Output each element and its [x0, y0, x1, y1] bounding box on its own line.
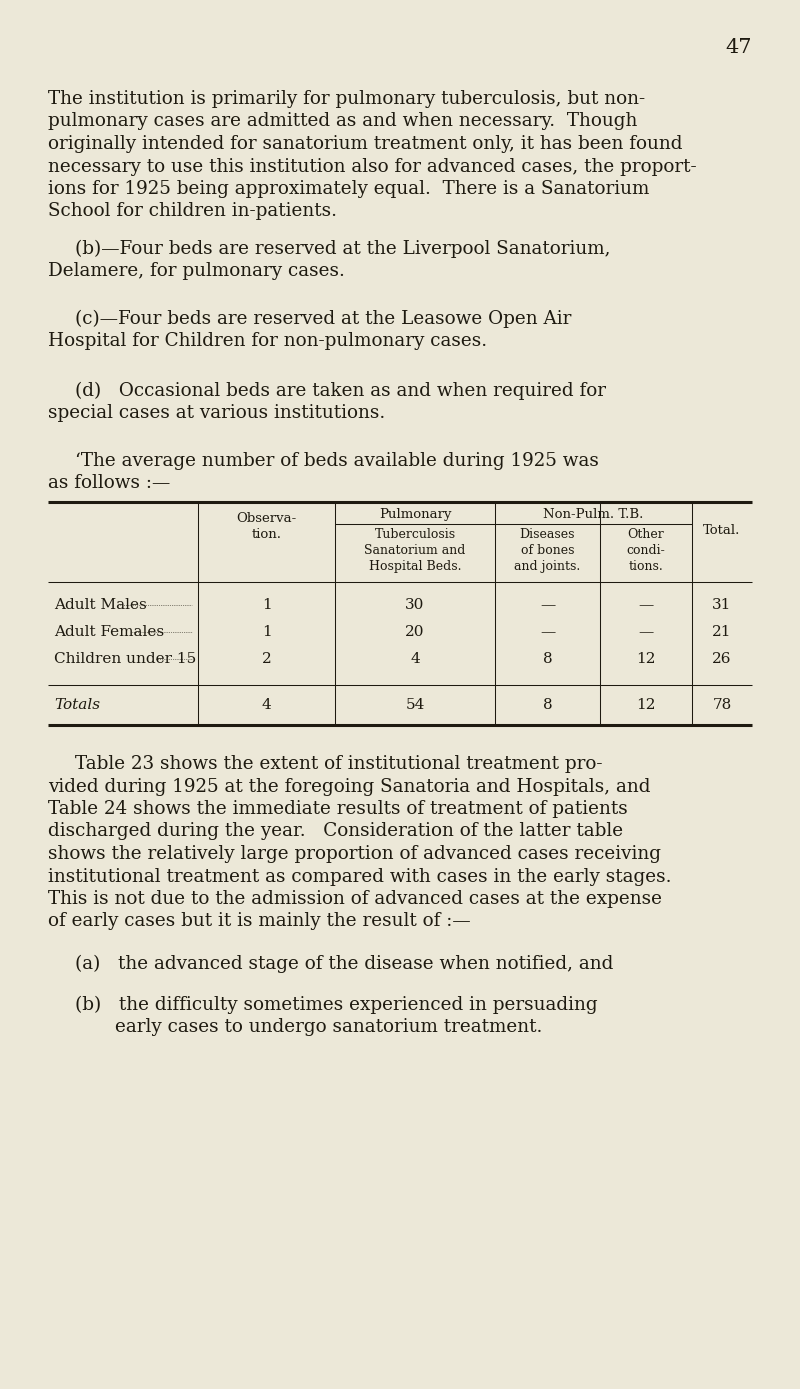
- Text: 78: 78: [712, 699, 732, 713]
- Text: vided during 1925 at the foregoing Sanatoria and Hospitals, and: vided during 1925 at the foregoing Sanat…: [48, 778, 650, 796]
- Text: Other
condi-
tions.: Other condi- tions.: [626, 528, 666, 574]
- Text: Observa-
tion.: Observa- tion.: [236, 513, 297, 542]
- Text: Totals: Totals: [54, 699, 100, 713]
- Text: —: —: [638, 599, 654, 613]
- Text: 20: 20: [406, 625, 425, 639]
- Text: (b)—Four beds are reserved at the Liverpool Sanatorium,: (b)—Four beds are reserved at the Liverp…: [75, 240, 610, 258]
- Text: 54: 54: [406, 699, 425, 713]
- Text: Pulmonary: Pulmonary: [378, 508, 451, 521]
- Text: special cases at various institutions.: special cases at various institutions.: [48, 404, 386, 422]
- Text: Non-Pulm. T.B.: Non-Pulm. T.B.: [543, 508, 644, 521]
- Text: originally intended for sanatorium treatment only, it has been found: originally intended for sanatorium treat…: [48, 135, 682, 153]
- Text: Table 23 shows the extent of institutional treatment pro-: Table 23 shows the extent of institution…: [75, 756, 602, 774]
- Text: 12: 12: [636, 651, 656, 665]
- Text: 12: 12: [636, 699, 656, 713]
- Text: necessary to use this institution also for advanced cases, the proport-: necessary to use this institution also f…: [48, 157, 697, 175]
- Text: (a)   the advanced stage of the disease when notified, and: (a) the advanced stage of the disease wh…: [75, 956, 614, 974]
- Text: institutional treatment as compared with cases in the early stages.: institutional treatment as compared with…: [48, 868, 671, 886]
- Text: 8: 8: [542, 651, 552, 665]
- Text: Hospital for Children for non-pulmonary cases.: Hospital for Children for non-pulmonary …: [48, 332, 487, 350]
- Text: pulmonary cases are admitted as and when necessary.  Though: pulmonary cases are admitted as and when…: [48, 113, 638, 131]
- Text: (b)   the difficulty sometimes experienced in persuading: (b) the difficulty sometimes experienced…: [75, 996, 598, 1014]
- Text: 31: 31: [712, 599, 732, 613]
- Text: Adult Males: Adult Males: [54, 599, 146, 613]
- Text: —: —: [540, 625, 555, 639]
- Text: discharged during the year.   Consideration of the latter table: discharged during the year. Consideratio…: [48, 822, 623, 840]
- Text: 8: 8: [542, 699, 552, 713]
- Text: 4: 4: [262, 699, 271, 713]
- Text: (d)   Occasional beds are taken as and when required for: (d) Occasional beds are taken as and whe…: [75, 382, 606, 400]
- Text: —: —: [638, 625, 654, 639]
- Text: 21: 21: [712, 625, 732, 639]
- Text: as follows :—: as follows :—: [48, 475, 170, 493]
- Text: 1: 1: [262, 625, 271, 639]
- Text: early cases to undergo sanatorium treatment.: early cases to undergo sanatorium treatm…: [115, 1018, 542, 1036]
- Text: of early cases but it is mainly the result of :—: of early cases but it is mainly the resu…: [48, 913, 470, 931]
- Text: The institution is primarily for pulmonary tuberculosis, but non-: The institution is primarily for pulmona…: [48, 90, 645, 108]
- Text: (c)—Four beds are reserved at the Leasowe Open Air: (c)—Four beds are reserved at the Leasow…: [75, 310, 571, 328]
- Text: Children under 15: Children under 15: [54, 651, 196, 665]
- Text: ions for 1925 being approximately equal.  There is a Sanatorium: ions for 1925 being approximately equal.…: [48, 181, 650, 199]
- Text: Adult Females: Adult Females: [54, 625, 164, 639]
- Text: 2: 2: [262, 651, 271, 665]
- Text: School for children in-patients.: School for children in-patients.: [48, 203, 337, 221]
- Text: Diseases
of bones
and joints.: Diseases of bones and joints.: [514, 528, 581, 574]
- Text: Tuberculosis
Sanatorium and
Hospital Beds.: Tuberculosis Sanatorium and Hospital Bed…: [364, 528, 466, 574]
- Text: 26: 26: [712, 651, 732, 665]
- Text: Total.: Total.: [703, 524, 741, 538]
- Text: This is not due to the admission of advanced cases at the expense: This is not due to the admission of adva…: [48, 890, 662, 908]
- Text: 4: 4: [410, 651, 420, 665]
- Text: 30: 30: [406, 599, 425, 613]
- Text: Table 24 shows the immediate results of treatment of patients: Table 24 shows the immediate results of …: [48, 800, 628, 818]
- Text: 47: 47: [726, 38, 752, 57]
- Text: —: —: [540, 599, 555, 613]
- Text: Delamere, for pulmonary cases.: Delamere, for pulmonary cases.: [48, 263, 345, 281]
- Text: ‘The average number of beds available during 1925 was: ‘The average number of beds available du…: [75, 451, 599, 469]
- Text: shows the relatively large proportion of advanced cases receiving: shows the relatively large proportion of…: [48, 845, 661, 863]
- Text: 1: 1: [262, 599, 271, 613]
